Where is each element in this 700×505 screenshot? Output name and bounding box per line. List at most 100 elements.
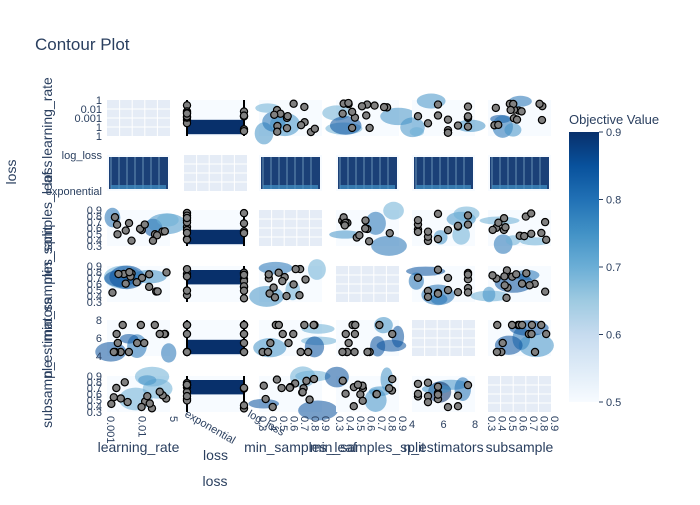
y-tick-label: 0.9 — [87, 261, 102, 273]
trial-point — [182, 235, 192, 244]
trial-point — [517, 320, 527, 330]
panel-min_samples_leaf-vs-learning_rate — [104, 207, 186, 246]
trial-point — [537, 228, 546, 238]
contour-band — [340, 185, 395, 189]
trial-point — [298, 387, 307, 397]
trial-point — [144, 282, 154, 292]
trial-point — [300, 102, 309, 112]
x-axis-label-min_samples_split: min_samples_split — [310, 439, 425, 455]
colorbar-tick-label: 0.7 — [606, 262, 621, 274]
trial-point — [239, 320, 249, 330]
trial-point — [132, 338, 142, 348]
x-tick-label: 0.9 — [319, 416, 331, 431]
trial-point — [413, 112, 423, 121]
trial-point — [388, 374, 397, 384]
trial-point — [124, 218, 134, 228]
panel-subsample-vs-learning_rate — [107, 366, 173, 413]
trial-point — [385, 228, 394, 238]
y-tick-label: 0.6 — [87, 223, 102, 235]
x-tick-label: 0.001 — [104, 416, 116, 444]
trial-point — [499, 214, 509, 223]
trial-point — [282, 291, 291, 301]
x-axis-label-n_estimators: n_estimators — [403, 439, 483, 455]
trial-point — [355, 230, 364, 240]
trial-point — [535, 99, 544, 109]
trial-point — [341, 329, 350, 339]
trial-point — [239, 401, 249, 410]
trial-point — [488, 271, 497, 280]
trial-point — [110, 213, 120, 222]
y-tick-label: 0.5 — [87, 395, 102, 407]
x-tick-label: 6 — [440, 419, 446, 431]
trial-point — [413, 273, 423, 282]
trial-point — [338, 109, 347, 118]
panel-loss-vs-loss — [184, 155, 247, 191]
panel-subsample-vs-n_estimators — [412, 376, 475, 412]
contour-region — [324, 366, 349, 388]
axis-labels: learning_ratelossmin_samples_leafmin_sam… — [3, 77, 554, 489]
panel-min_samples_split-vs-n_estimators — [406, 265, 475, 306]
contour-band — [186, 270, 243, 285]
trial-point — [372, 389, 382, 399]
trial-point — [443, 115, 453, 124]
trial-point — [537, 320, 546, 330]
y-tick-label: 0.8 — [87, 377, 102, 389]
trial-point — [463, 122, 473, 131]
trial-point — [152, 231, 162, 240]
trial-point — [261, 394, 270, 404]
panel-n_estimators-vs-n_estimators — [412, 320, 475, 356]
trial-point — [537, 115, 547, 125]
trial-point — [357, 102, 367, 111]
x-tick-label: 8 — [472, 419, 478, 431]
contour-band — [111, 185, 166, 189]
trial-point — [453, 402, 463, 411]
trial-point — [283, 111, 292, 121]
contour-band — [186, 339, 243, 355]
trial-point — [310, 124, 320, 134]
trial-point — [239, 219, 249, 228]
trial-point — [239, 126, 249, 136]
trial-point — [443, 128, 453, 137]
trial-point — [239, 383, 249, 393]
trial-point — [113, 230, 122, 239]
panel-n_estimators-vs-min_samples_leaf — [253, 320, 337, 358]
y-tick-label: 0.6 — [87, 389, 102, 401]
trial-point — [344, 98, 353, 108]
trial-point — [384, 384, 394, 393]
trial-point — [370, 101, 379, 110]
y-tick-label: 1 — [96, 122, 102, 134]
contour-band — [492, 185, 547, 189]
trial-point — [423, 119, 433, 128]
trial-point — [140, 220, 149, 229]
y-axis-label-subsample: subsample — [39, 360, 55, 428]
panel-learning_rate-vs-min_samples_leaf — [254, 99, 322, 145]
trial-point — [362, 111, 371, 120]
trial-point — [272, 375, 282, 384]
trial-point — [541, 235, 551, 245]
trial-point — [525, 281, 534, 290]
trial-point — [264, 270, 273, 279]
x-tick-label: exponential — [183, 408, 238, 447]
trial-point — [527, 329, 536, 339]
trial-point — [500, 281, 509, 290]
contour-band — [263, 185, 318, 189]
x-axis-label-min_samples_leaf: min_samples_leaf — [244, 439, 357, 455]
y-tick-label: 0.7 — [87, 383, 102, 395]
y-tick-label: 0.001 — [74, 113, 102, 125]
y-tick-label: 0.8 — [87, 267, 102, 279]
trial-point — [433, 289, 443, 298]
panel-learning_rate-vs-min_samples_split — [322, 98, 417, 136]
colorbar-tick-label: 0.6 — [606, 330, 621, 342]
trial-point — [423, 292, 433, 302]
x-tick-label: 0.8 — [386, 416, 398, 431]
trial-point — [344, 338, 353, 348]
contour-band — [186, 119, 243, 135]
contour-band — [416, 185, 471, 189]
outer-x-axis-label: loss — [203, 473, 228, 489]
trial-point — [491, 103, 501, 113]
x-tick-label: 0.6 — [517, 416, 529, 431]
trial-point — [527, 229, 536, 239]
trial-point — [295, 291, 304, 300]
trial-point — [239, 286, 249, 295]
trial-point — [155, 387, 164, 396]
